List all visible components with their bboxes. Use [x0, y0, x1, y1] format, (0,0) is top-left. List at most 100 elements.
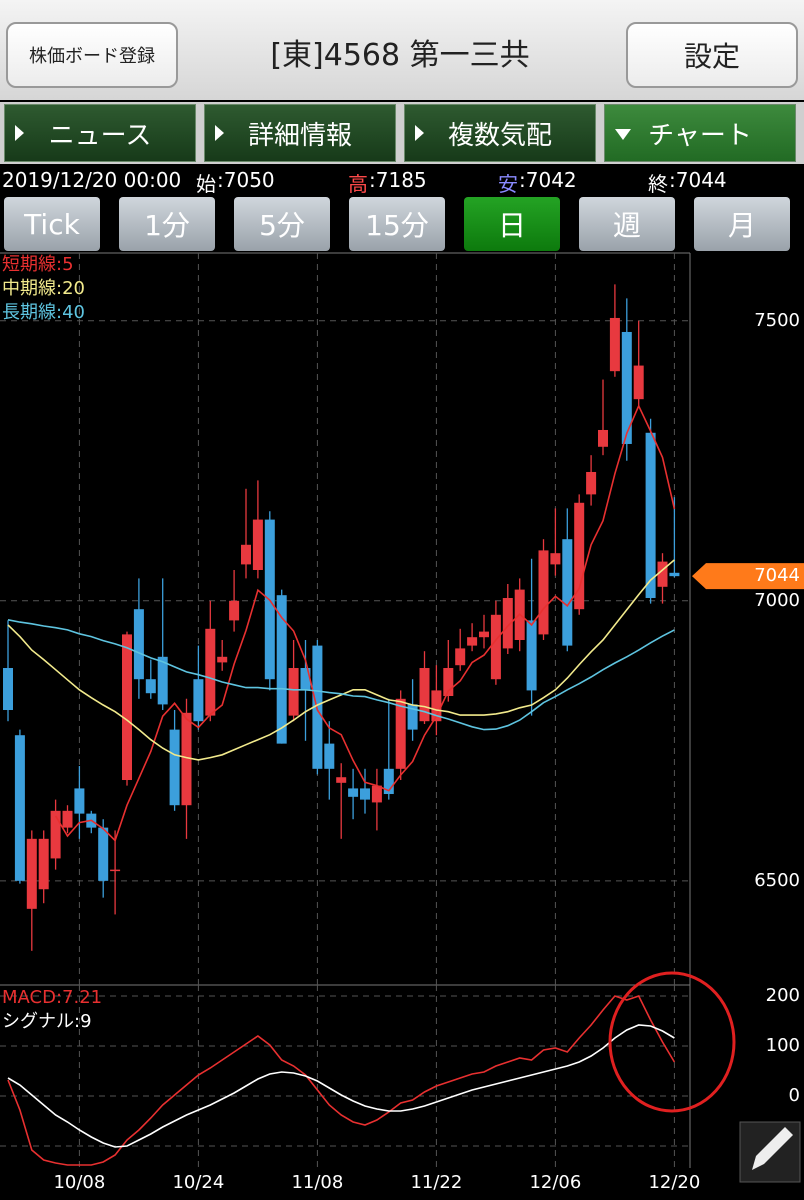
tab-label[interactable]: 複数気配	[447, 120, 552, 151]
candle-body	[217, 656, 228, 663]
candle-body	[252, 519, 263, 570]
candle-body	[443, 668, 454, 697]
candle-body	[169, 729, 180, 806]
period-button[interactable]: 5分	[234, 197, 330, 251]
candle-body	[205, 628, 216, 716]
period-button[interactable]: 週	[579, 197, 675, 251]
tab[interactable]: 詳細情報	[204, 104, 396, 162]
candle-body	[562, 539, 573, 646]
candle-body	[490, 614, 501, 680]
period-button[interactable]: 日	[464, 197, 560, 251]
candle-body	[348, 788, 359, 797]
period-button[interactable]: 月	[694, 197, 790, 251]
candle-body	[276, 595, 287, 744]
candle-body	[14, 735, 25, 881]
quote-value: :7044	[669, 168, 727, 192]
candle-body	[336, 777, 347, 783]
x-tick-label: 11/22	[410, 1172, 462, 1193]
candle-body	[122, 634, 132, 781]
x-tick-label: 10/08	[53, 1172, 105, 1193]
quote-row: 2019/12/20 00:00 始:7050 高:7185 安:7042 終:704…	[0, 168, 804, 196]
settings-button[interactable]: 設定	[626, 22, 798, 88]
candle-body	[621, 331, 632, 444]
candle-body	[407, 704, 418, 730]
candle-body	[360, 788, 370, 800]
y-tick-label: 100	[766, 1035, 800, 1056]
tab-label[interactable]: 詳細情報	[247, 120, 352, 151]
candle-body	[598, 429, 608, 447]
series-line	[7, 1024, 675, 1148]
candle-body	[145, 679, 156, 694]
candle-body	[609, 317, 620, 372]
candle-body	[479, 631, 489, 638]
candle-body	[395, 698, 406, 769]
candle-body	[193, 679, 204, 722]
header-title: [東]4568 第一三共	[270, 38, 530, 73]
candle-body	[229, 600, 240, 621]
candle-body	[467, 637, 478, 646]
quote-value: :7042	[519, 168, 577, 192]
y-tick-label: 6500	[754, 870, 800, 891]
tab-label[interactable]: ニュース	[48, 120, 152, 151]
current-price-marker	[692, 563, 804, 590]
candle-body	[288, 668, 299, 716]
legend-entry: 中期線:20	[2, 278, 85, 299]
legend-entry: シグナル:9	[2, 1011, 92, 1032]
candle-body	[383, 768, 394, 795]
candle-body	[3, 668, 13, 711]
candle-body	[62, 810, 73, 828]
legend-entry: 長期線:40	[2, 302, 85, 323]
series-line	[7, 619, 675, 731]
period-button[interactable]: 15分	[349, 197, 445, 251]
candle-body	[550, 553, 561, 565]
tab[interactable]: 複数気配	[404, 104, 596, 162]
quote-label: 終	[648, 172, 668, 196]
candle-body	[241, 544, 251, 565]
candle-body	[110, 869, 121, 872]
candle-body	[431, 690, 442, 722]
candle-body	[419, 668, 430, 722]
candle-body	[300, 668, 311, 691]
quote-label: 高	[348, 172, 368, 196]
x-tick-label: 11/08	[291, 1172, 343, 1193]
candle-body	[455, 648, 466, 666]
candle-body	[574, 502, 585, 610]
tab[interactable]: ニュース	[4, 104, 196, 162]
tri	[415, 125, 424, 141]
y-tick-label: 0	[789, 1085, 800, 1106]
tab-bar: ニュース 詳細情報 複数気配 チャート	[0, 102, 804, 164]
series-line	[54, 403, 676, 842]
candle-body	[26, 838, 37, 909]
candle-body	[324, 743, 335, 769]
quote-label: 安	[498, 172, 518, 196]
period-button[interactable]: Tick	[4, 197, 100, 251]
tab[interactable]: チャート	[604, 104, 796, 162]
pencil[interactable]	[752, 1127, 793, 1170]
tab-label[interactable]: チャート	[648, 120, 752, 151]
current-price-label: 7044	[754, 565, 800, 586]
candle-body	[633, 365, 644, 400]
quote-datetime: 2019/12/20 00:00	[2, 168, 182, 192]
legend-entry: MACD:7.21	[2, 987, 102, 1008]
candle-body	[502, 597, 513, 649]
candle-body	[538, 550, 549, 635]
draw-tool-icon[interactable]	[739, 1121, 801, 1183]
quote-label: 始	[196, 172, 216, 196]
period-button[interactable]: 1分	[119, 197, 215, 251]
legend-entry: 短期線:5	[2, 254, 74, 275]
chart: 650070007500短期線:5中期線:20長期線:407044-100010…	[0, 252, 804, 1200]
x-tick-label: 10/24	[172, 1172, 224, 1193]
candle-body	[645, 432, 656, 598]
candle-body	[74, 788, 85, 814]
candle-body	[669, 572, 680, 577]
y-tick-label: 7000	[754, 590, 800, 611]
series-line	[7, 995, 676, 1166]
y-tick-label: 7500	[754, 310, 800, 331]
register-button[interactable]: 株価ボード登録	[6, 22, 178, 88]
x-tick-label: 12/20	[648, 1172, 700, 1193]
candle-body	[157, 656, 168, 705]
tri	[215, 125, 224, 141]
candle-body	[586, 471, 597, 495]
tri	[615, 129, 631, 140]
